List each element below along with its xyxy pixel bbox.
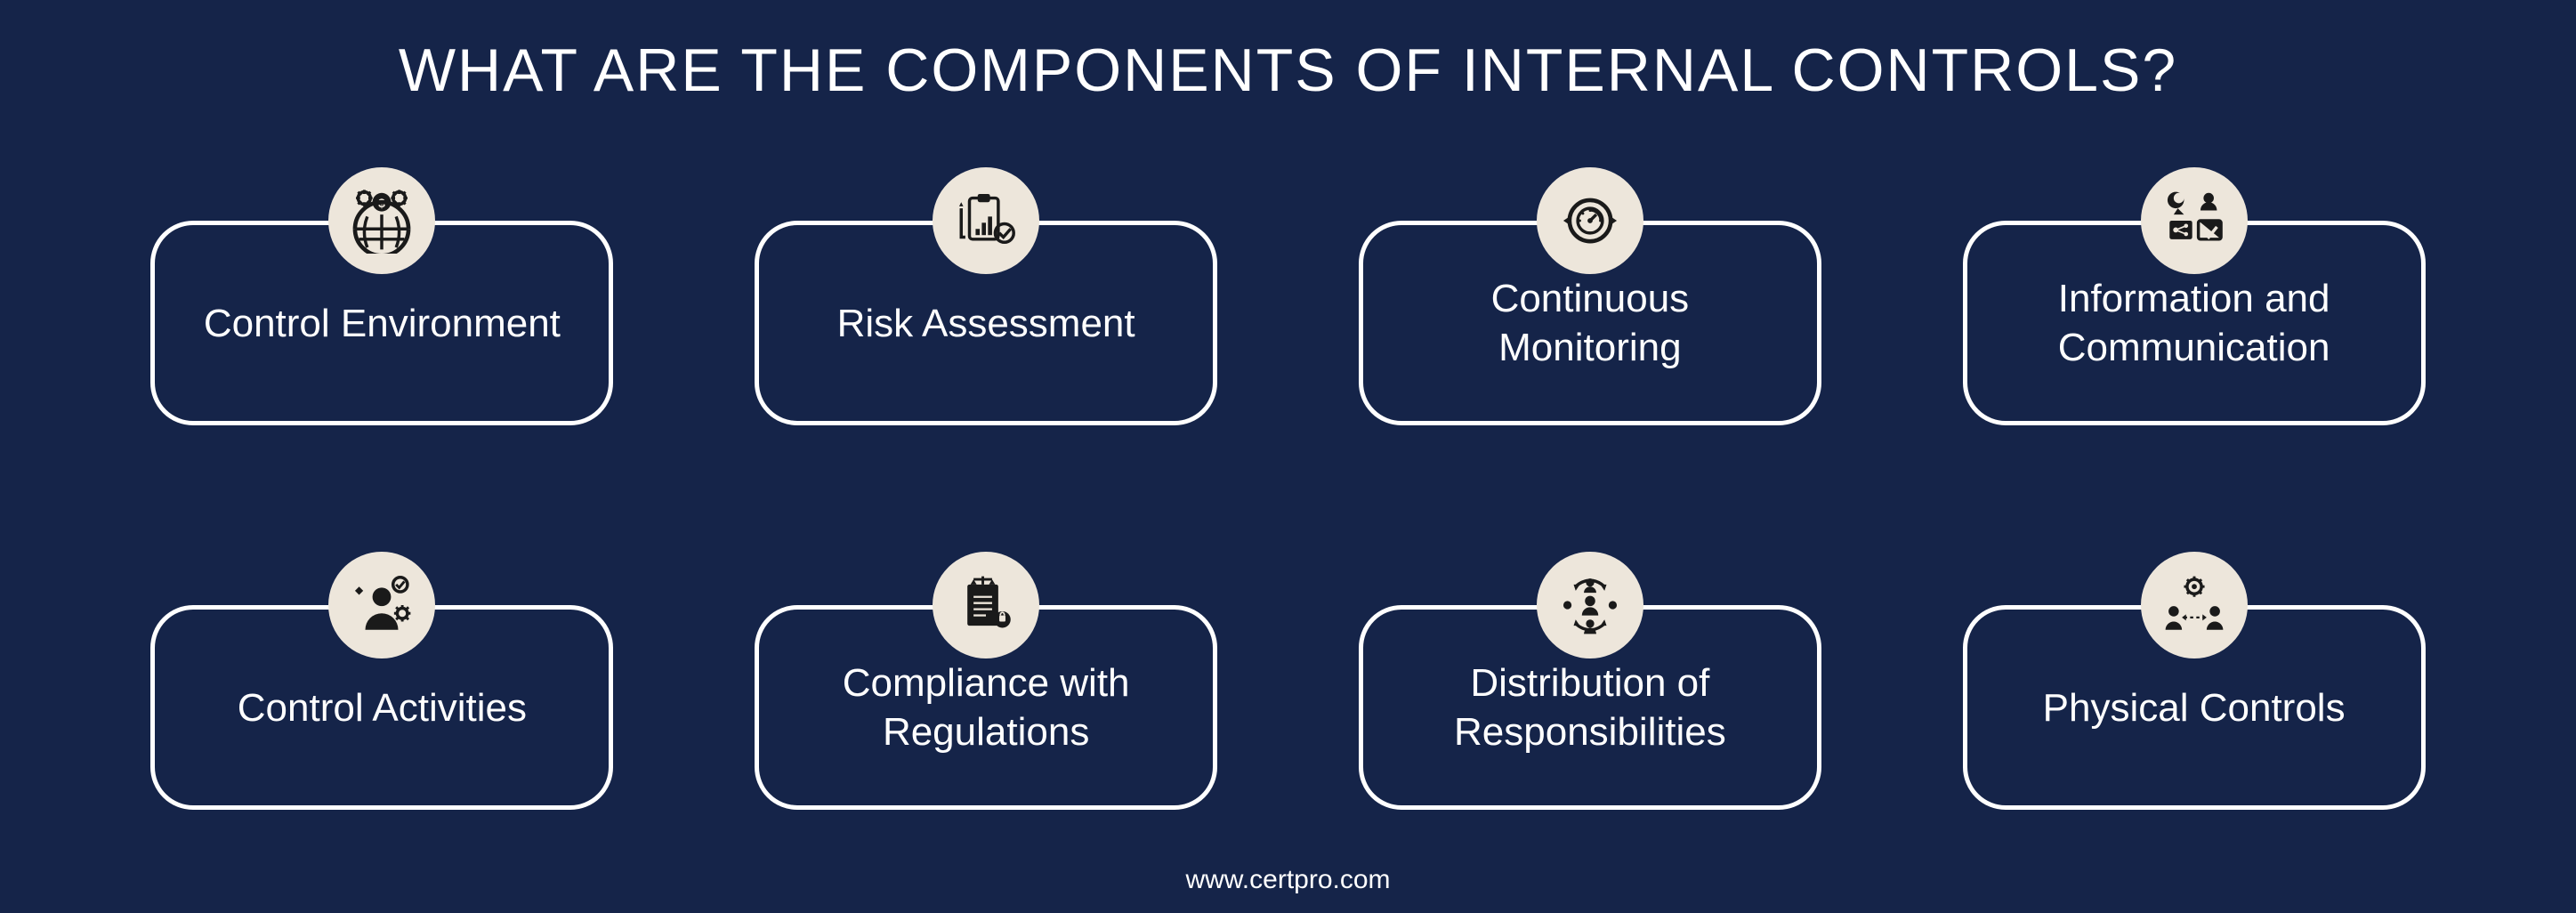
footer-url: www.certpro.com [1185,865,1390,895]
component-card: Continuous Monitoring [1342,167,1839,445]
component-label: Distribution of Responsibilities [1399,658,1781,756]
component-card: $ Control Environment [133,167,631,445]
component-card: Information and Communication [1945,167,2443,445]
component-label: Control Activities [238,683,527,732]
component-label: Information and Communication [2003,274,2386,372]
globe-gears-icon: $ [328,167,435,274]
component-grid: $ Control Environment [133,167,2443,829]
component-card: Risk Assessment [738,167,1235,445]
component-card: Distribution of Responsibilities [1342,552,1839,829]
component-label: Continuous Monitoring [1399,274,1781,372]
component-label: Risk Assessment [837,299,1135,348]
component-card: Compliance with Regulations [738,552,1235,829]
component-card: Physical Controls [1945,552,2443,829]
people-gear-icon [2141,552,2248,658]
person-gears-icon [328,552,435,658]
component-card: Control Activities [133,552,631,829]
people-cycle-icon [1537,552,1643,658]
component-label: Control Environment [204,299,561,348]
component-label: Compliance with Regulations [795,658,1177,756]
gauge-cycle-icon [1537,167,1643,274]
page-title: WHAT ARE THE COMPONENTS OF INTERNAL CONT… [399,36,2177,105]
clipboard-check-icon [933,167,1039,274]
document-scales-icon [933,552,1039,658]
chat-share-icon [2141,167,2248,274]
component-label: Physical Controls [2043,683,2346,732]
